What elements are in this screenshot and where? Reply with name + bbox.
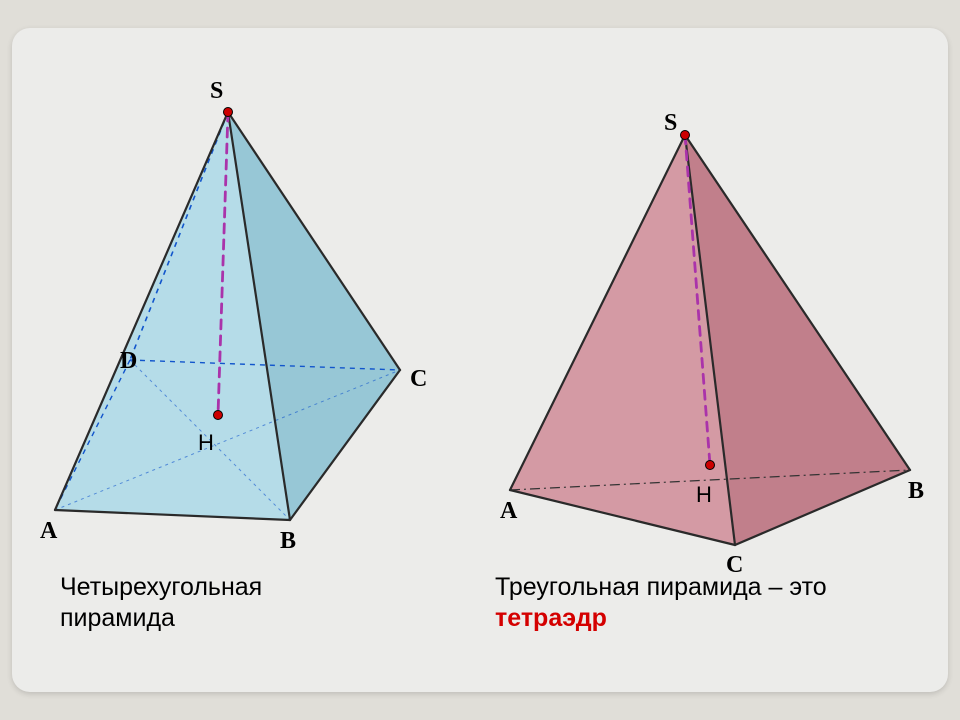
- left-caption: Четырехугольная пирамида: [60, 572, 262, 635]
- left-label-A: A: [40, 518, 57, 545]
- right-label-H: H: [696, 482, 712, 508]
- right-caption-red: тетраэдр: [495, 603, 827, 634]
- right-label-A: A: [500, 498, 517, 525]
- left-label-D: D: [120, 348, 137, 375]
- left-caption-line1: Четырехугольная: [60, 572, 262, 603]
- right-caption: Треугольная пирамида – это тетраэдр: [495, 572, 827, 635]
- left-label-B: B: [280, 528, 296, 555]
- left-caption-line2: пирамида: [60, 603, 262, 634]
- right-label-B: B: [908, 478, 924, 505]
- left-label-H: H: [198, 430, 214, 456]
- right-caption-pre: Треугольная пирамида – это: [495, 572, 827, 603]
- left-label-S: S: [210, 78, 223, 105]
- left-label-C: C: [410, 366, 427, 393]
- right-label-S: S: [664, 110, 677, 137]
